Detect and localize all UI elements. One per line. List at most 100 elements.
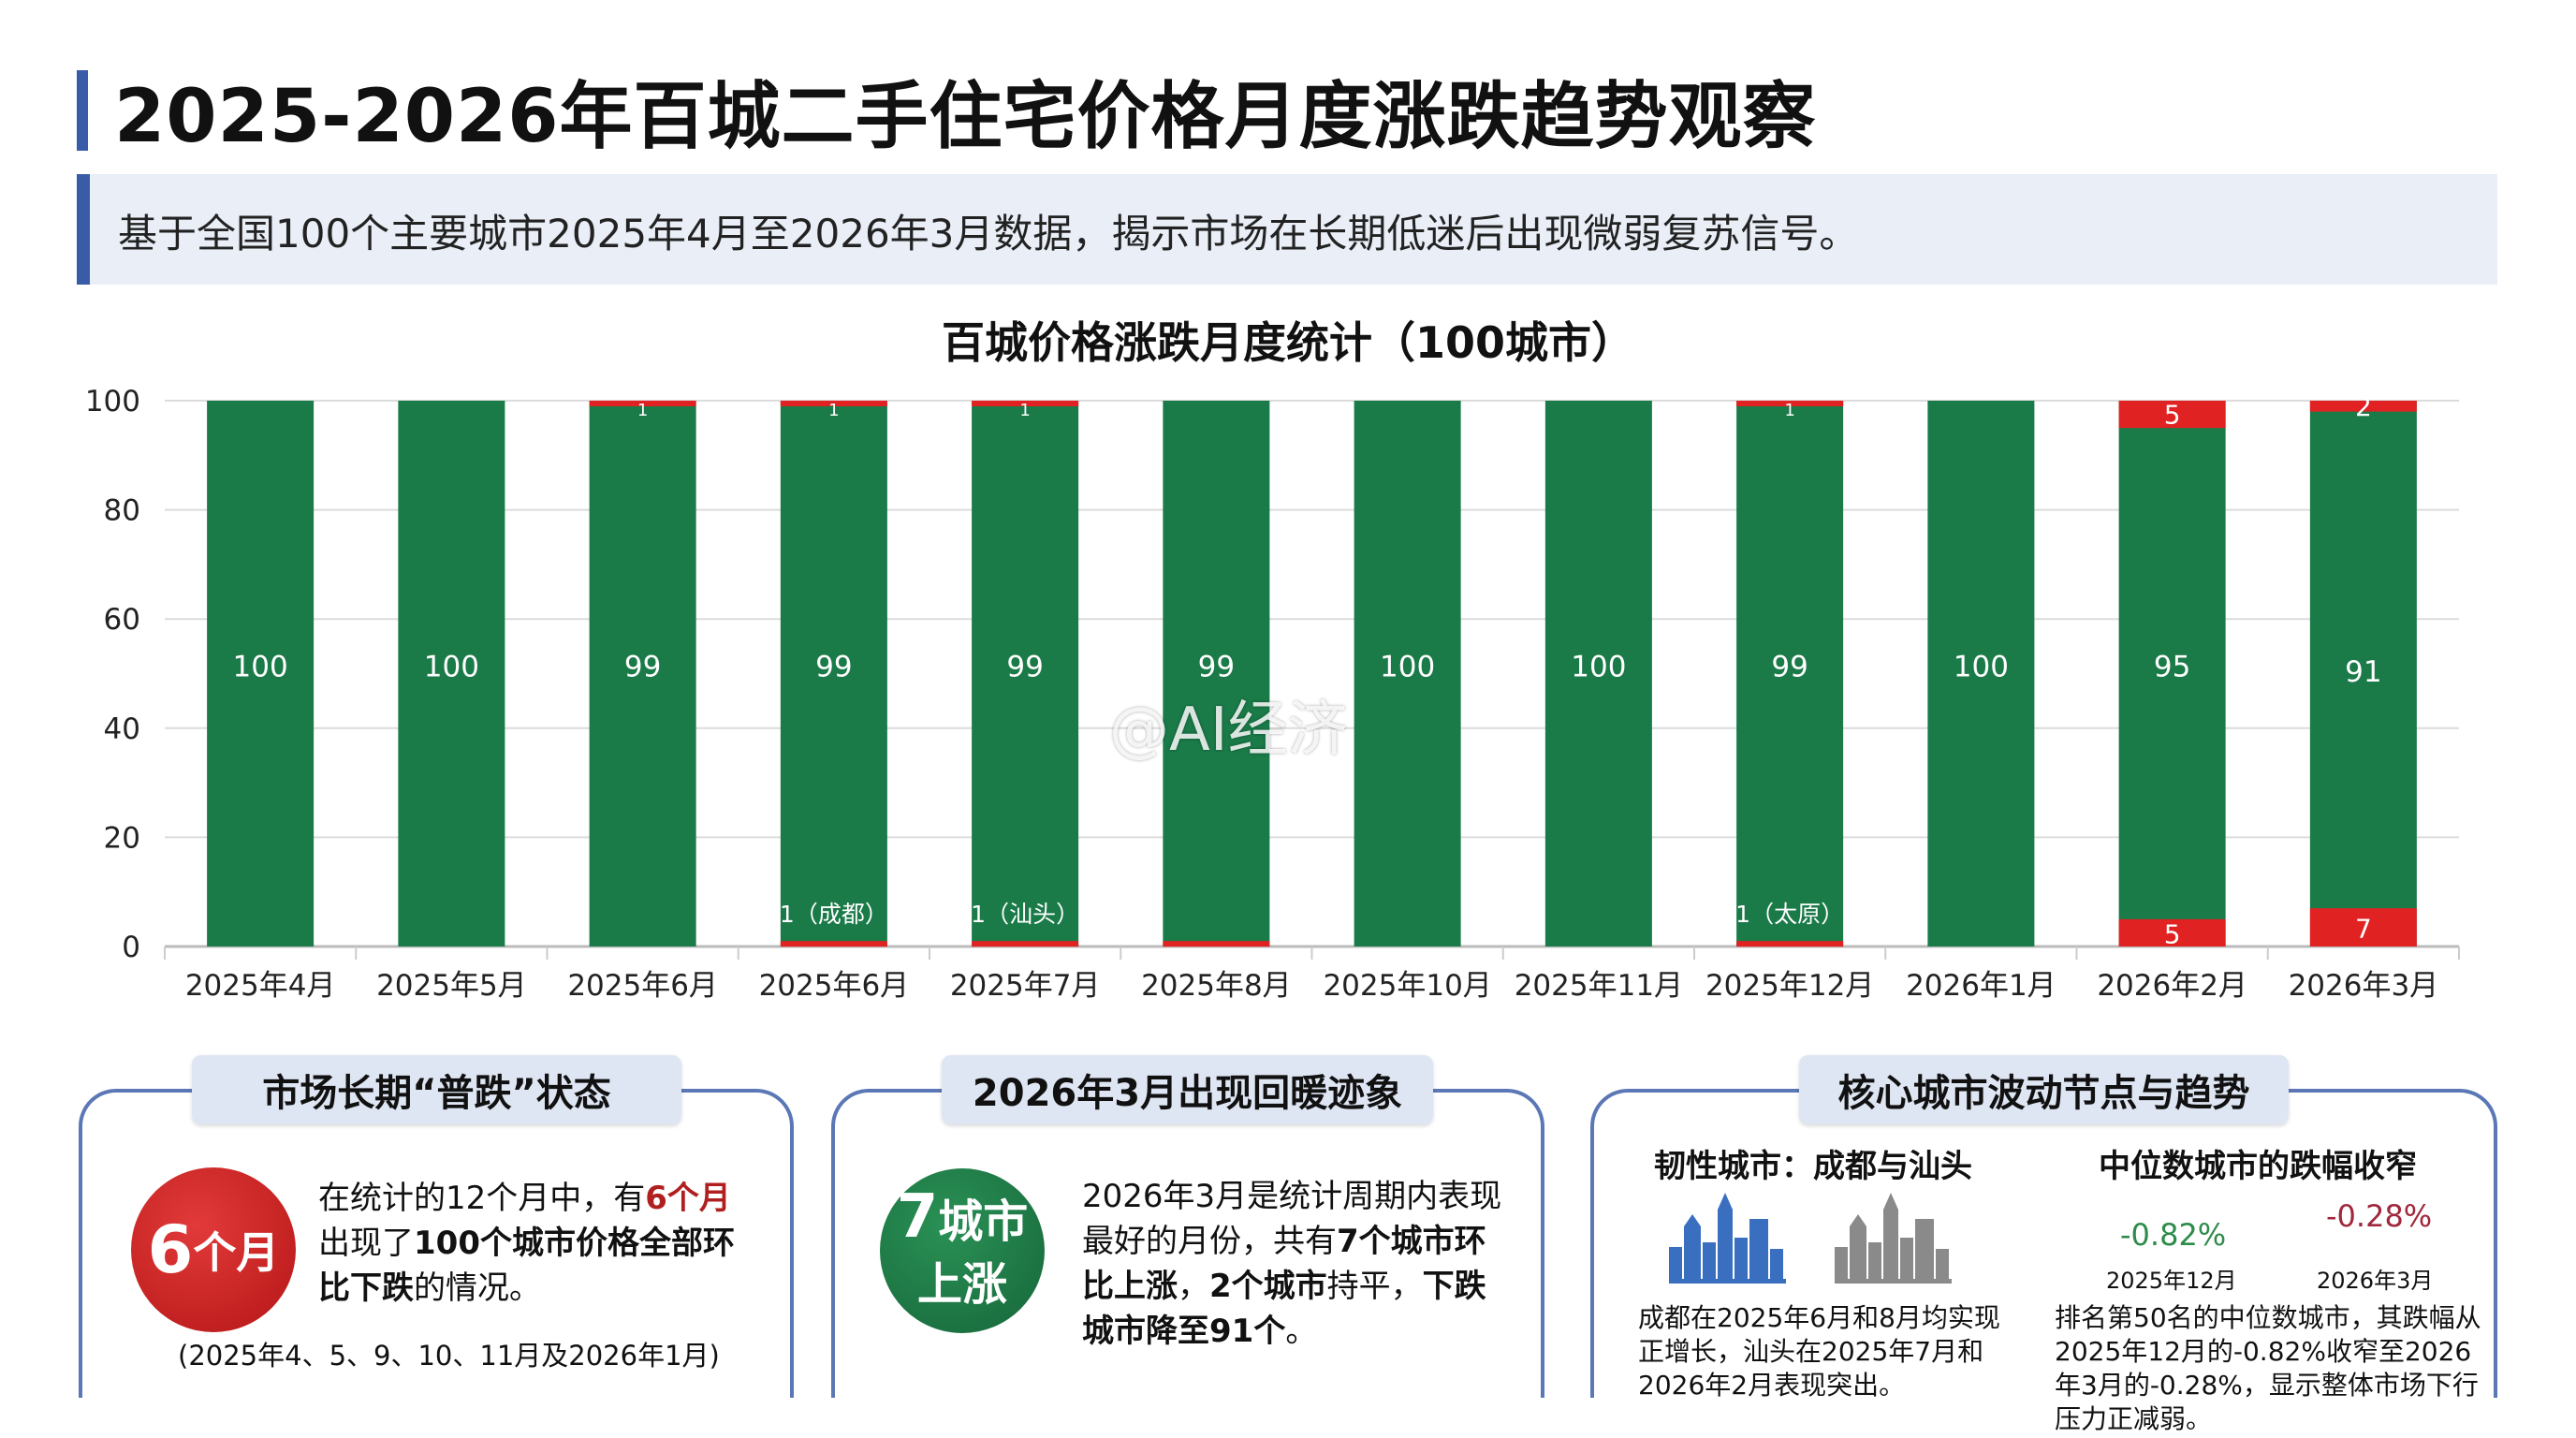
bar-green bbox=[972, 401, 1079, 946]
y-tick-label: 80 bbox=[104, 494, 140, 528]
bar-label-green: 91 bbox=[2345, 655, 2381, 689]
median-city-text: 排名第50名的中位数城市，其跌幅从2025年12月的-0.82%收窄至2026年… bbox=[2055, 1302, 2481, 1434]
bar-green bbox=[589, 401, 696, 946]
x-tick-label: 2025年8月 bbox=[1141, 969, 1292, 1003]
bar-top-red bbox=[2309, 401, 2417, 412]
median-value-2025-12: -0.82% bbox=[2120, 1217, 2227, 1253]
bar-label-green: 99 bbox=[624, 650, 661, 683]
bar-label-green: 95 bbox=[2154, 650, 2190, 683]
bar-label-bottom: 1（汕头） bbox=[971, 901, 1079, 928]
bar-bottom-red bbox=[1163, 941, 1270, 947]
bar-green bbox=[780, 401, 887, 946]
bold-text: 100个城市价格全部环比下跌 bbox=[318, 1225, 735, 1307]
bar-label-green: 99 bbox=[815, 650, 852, 683]
bar-green bbox=[398, 401, 505, 946]
panel-1-title: 市场长期“普跌”状态 bbox=[192, 1055, 681, 1124]
bar-bottom-red bbox=[780, 941, 887, 947]
bar-green bbox=[2309, 401, 2417, 946]
x-tick-label: 2025年11月 bbox=[1515, 969, 1683, 1003]
bar-label-top: 5 bbox=[2164, 400, 2181, 431]
x-tick-label: 2025年5月 bbox=[376, 969, 527, 1003]
bold-text: 下跌城市降至91个 bbox=[1082, 1268, 1486, 1350]
x-tick-label: 2026年3月 bbox=[2289, 969, 2439, 1003]
bar-bottom-red bbox=[2309, 908, 2417, 946]
bar-label-green: 99 bbox=[1198, 650, 1235, 683]
bar-label-green: 100 bbox=[233, 650, 288, 683]
median-city-heading: 中位数城市的跌幅收窄 bbox=[2099, 1148, 2417, 1185]
page-title: 2025-2026年百城二手住宅价格月度涨跌趋势观察 bbox=[114, 75, 1817, 159]
median-label-2025-12: 2025年12月 bbox=[2106, 1268, 2237, 1294]
bar-label-green: 100 bbox=[424, 650, 479, 683]
text: 出现了 bbox=[318, 1225, 414, 1262]
y-tick-label: 60 bbox=[104, 603, 140, 637]
watermark: @AI经济 bbox=[1109, 696, 1348, 765]
bar-bottom-red bbox=[972, 941, 1079, 947]
bar-label-green: 99 bbox=[1771, 650, 1808, 683]
bar-green bbox=[1544, 401, 1652, 946]
bar-top-red bbox=[780, 401, 887, 406]
x-tick-label: 2025年6月 bbox=[759, 969, 910, 1003]
badge-7-cities: 7城市上涨 bbox=[880, 1168, 1045, 1333]
bar-label-bottom: 1（太原） bbox=[1735, 901, 1844, 928]
badge-6-months: 6 个月 bbox=[131, 1167, 296, 1332]
bold-text: 2个城市 bbox=[1209, 1268, 1327, 1305]
text: 在统计的12个月中，有 bbox=[318, 1180, 646, 1217]
text: 的情况。 bbox=[414, 1269, 541, 1307]
x-tick-label: 2025年7月 bbox=[950, 969, 1101, 1003]
bold-text: 7个城市环比上涨 bbox=[1082, 1223, 1486, 1305]
bar-top-red bbox=[1736, 401, 1844, 406]
bar-label-bottom: 1（成都） bbox=[780, 901, 888, 928]
median-label-2026-03: 2026年3月 bbox=[2317, 1268, 2434, 1294]
bar-label-green: 100 bbox=[1380, 650, 1435, 683]
subtitle-band: 基于全国100个主要城市2025年4月至2026年3月数据，揭示市场在长期低迷后… bbox=[77, 174, 2497, 285]
x-tick-label: 2026年1月 bbox=[1906, 969, 2056, 1003]
bar-label-top: 1 bbox=[1784, 401, 1794, 420]
panel-1-text: 在统计的12个月中，有6个月出现了100个城市价格全部环比下跌的情况。 bbox=[318, 1176, 758, 1311]
bar-green bbox=[1354, 401, 1461, 946]
highlight: 6个月 bbox=[645, 1180, 731, 1217]
resilient-cities-text: 成都在2025年6月和8月均实现正增长，汕头在2025年7月和2026年2月表现… bbox=[1638, 1302, 2000, 1401]
city-skyline-blue-icon bbox=[1669, 1193, 1786, 1284]
text: 2026年3月是统计周期内表现最好的月份，共有 bbox=[1082, 1178, 1502, 1260]
x-tick-label: 2025年4月 bbox=[185, 969, 336, 1003]
panel-1-note: (2025年4、5、9、10、11月及2026年1月) bbox=[178, 1340, 720, 1372]
x-tick-label: 2025年12月 bbox=[1705, 969, 1874, 1003]
bar-label-green: 100 bbox=[1571, 650, 1626, 683]
bar-label-top: 1 bbox=[828, 401, 839, 420]
bar-top-red bbox=[972, 401, 1079, 406]
bar-label-top: 1 bbox=[637, 401, 648, 420]
badge-line2: 上涨 bbox=[916, 1258, 1007, 1311]
x-tick-label: 2025年10月 bbox=[1323, 969, 1491, 1003]
text: 。 bbox=[1285, 1313, 1318, 1350]
subtitle: 基于全国100个主要城市2025年4月至2026年3月数据，揭示市场在长期低迷后… bbox=[118, 211, 1859, 257]
badge-unit: 城市 bbox=[938, 1196, 1029, 1248]
y-tick-label: 0 bbox=[122, 931, 140, 964]
badge-number: 6 bbox=[147, 1211, 194, 1288]
bar-green bbox=[207, 401, 315, 946]
panel-3-title: 核心城市波动节点与趋势 bbox=[1799, 1055, 2289, 1124]
bar-top-red bbox=[589, 401, 696, 406]
title-accent-bar bbox=[77, 70, 88, 151]
bar-green bbox=[2118, 401, 2226, 946]
bar-top-red bbox=[2118, 401, 2226, 429]
x-tick-label: 2026年2月 bbox=[2097, 969, 2247, 1003]
bar-label-bottom: 5 bbox=[2164, 918, 2181, 949]
bar-bottom-red bbox=[1736, 941, 1844, 947]
y-tick-label: 40 bbox=[104, 712, 140, 746]
panel-2-text: 2026年3月是统计周期内表现最好的月份，共有7个城市环比上涨，2个城市持平，下… bbox=[1082, 1174, 1513, 1354]
chart-title: 百城价格涨跌月度统计（100城市） bbox=[941, 317, 1635, 368]
resilient-cities-heading: 韧性城市：成都与汕头 bbox=[1654, 1148, 1972, 1185]
badge-unit: 个月 bbox=[193, 1227, 280, 1278]
median-value-2026-03: -0.28% bbox=[2326, 1198, 2433, 1234]
y-tick-label: 100 bbox=[85, 385, 140, 418]
bar-label-top: 1 bbox=[1019, 401, 1030, 420]
text: 持平， bbox=[1326, 1268, 1423, 1305]
badge-number: 7 bbox=[896, 1182, 939, 1252]
y-tick-label: 20 bbox=[104, 821, 140, 855]
bar-label-top: 2 bbox=[2355, 391, 2372, 422]
city-skyline-gray-icon bbox=[1835, 1193, 1952, 1284]
bar-green bbox=[1736, 401, 1844, 946]
bar-label-bottom: 7 bbox=[2355, 914, 2372, 945]
bar-label-green: 100 bbox=[1954, 650, 2009, 683]
bar-green bbox=[1163, 401, 1270, 946]
